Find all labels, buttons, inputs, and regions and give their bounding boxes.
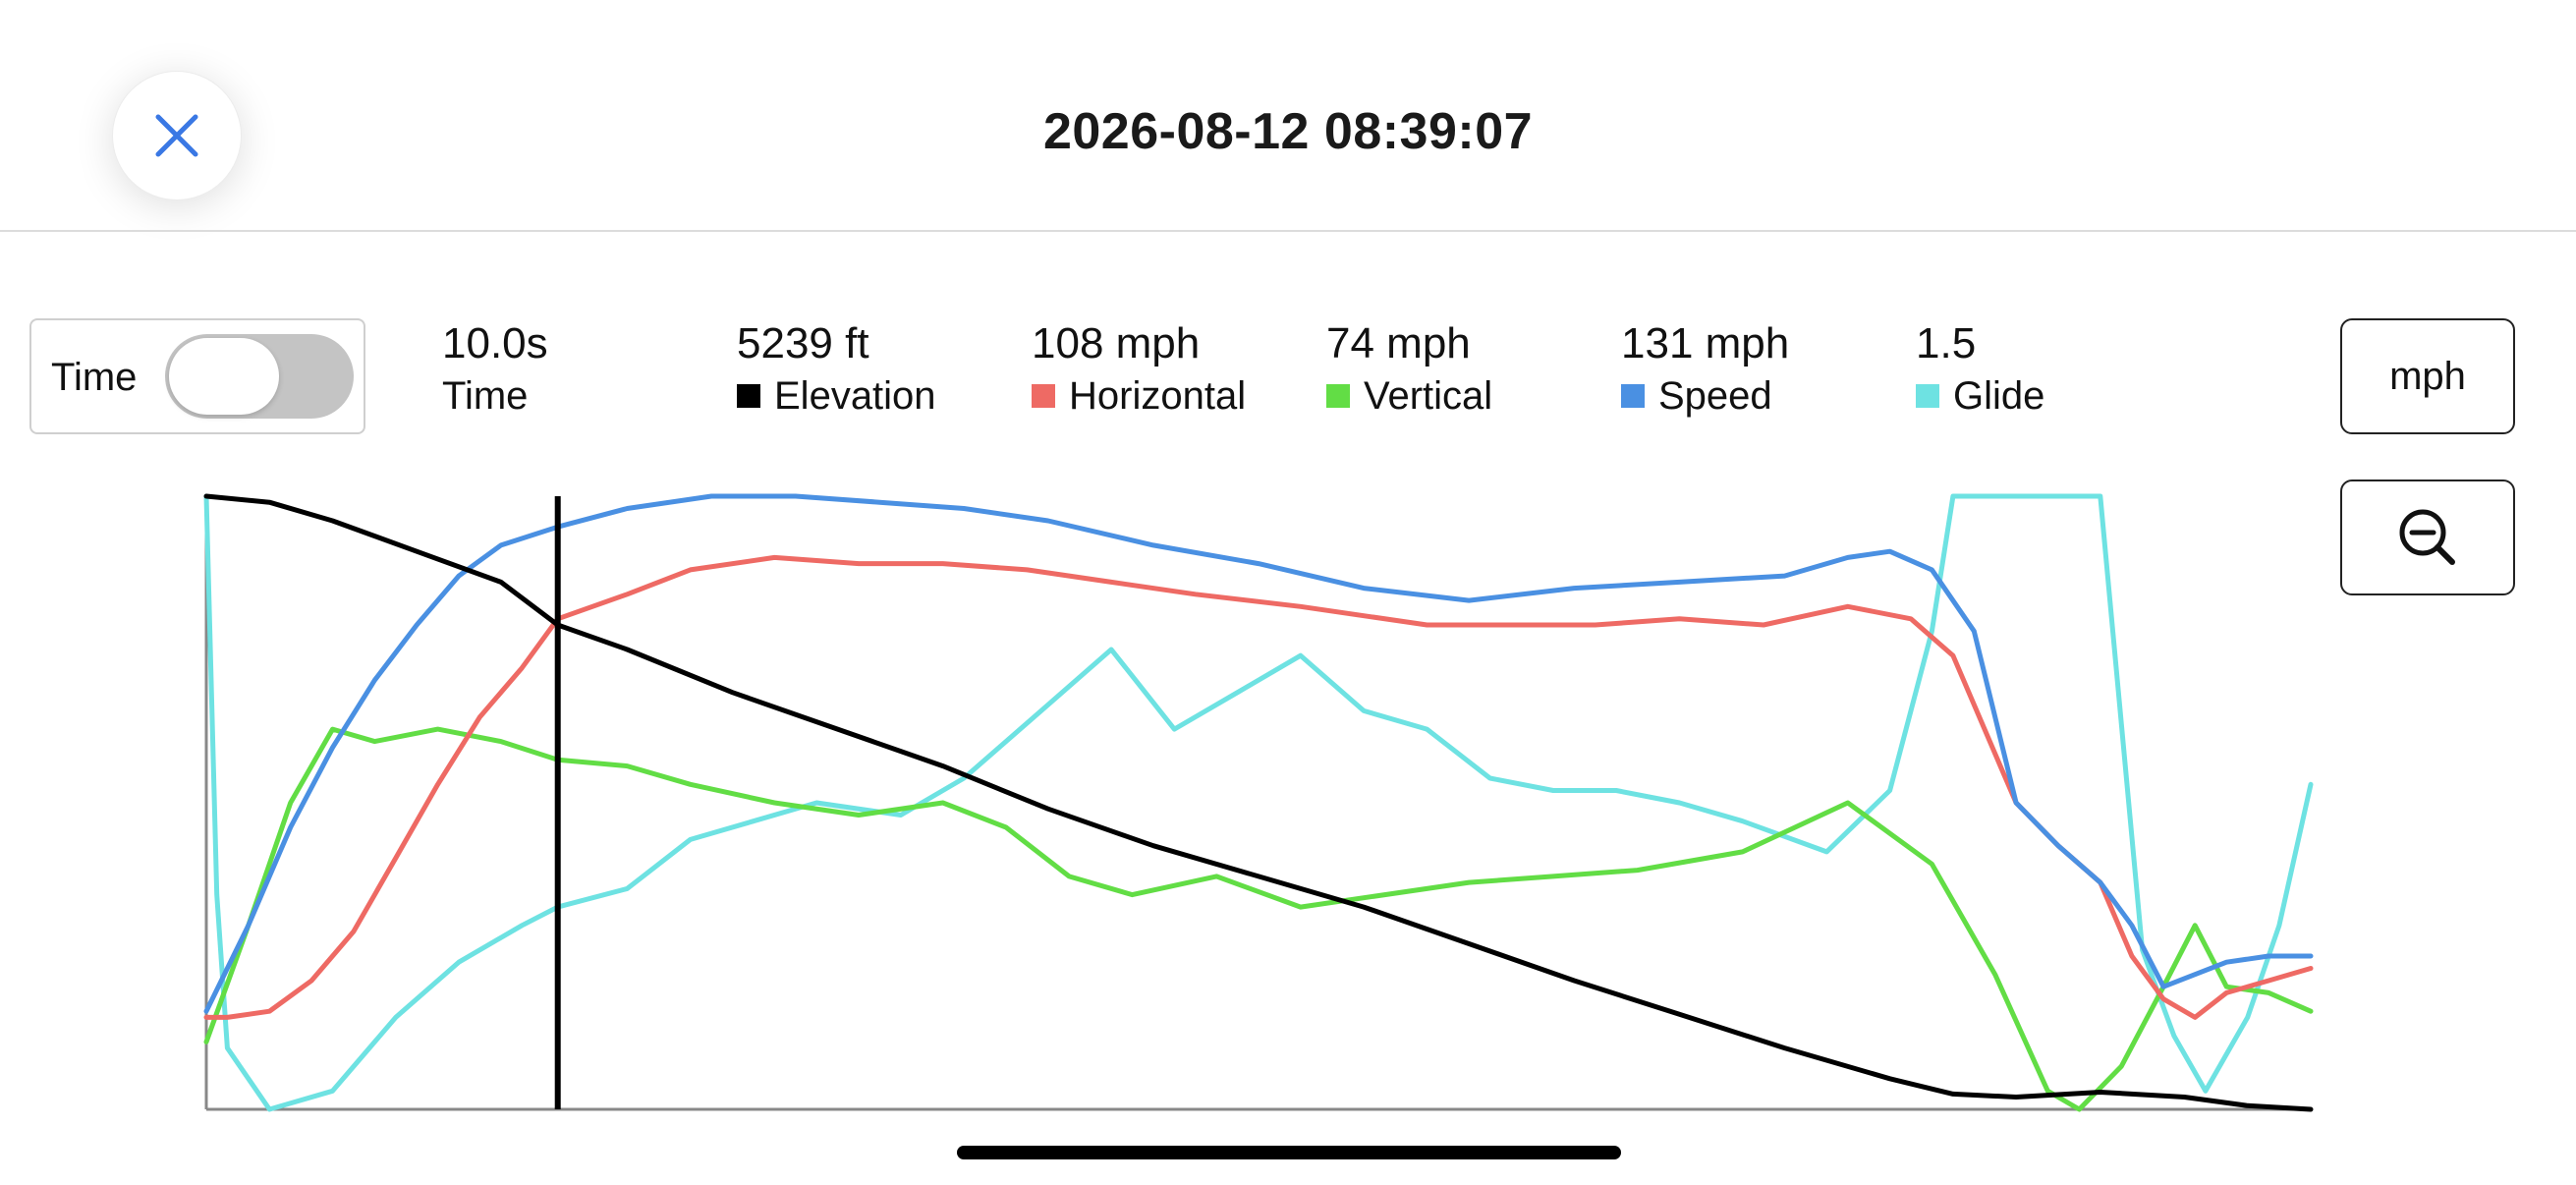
series-vertical bbox=[203, 726, 2314, 1112]
stat-glide: 1.5 Glide bbox=[1916, 316, 2044, 421]
series-horizontal bbox=[203, 554, 2314, 1020]
page-title: 2026-08-12 08:39:07 bbox=[1042, 103, 1534, 160]
stat-glide-value: 1.5 bbox=[1916, 319, 1977, 367]
stat-horizontal-value: 108 mph bbox=[1032, 319, 1201, 367]
header-divider bbox=[0, 230, 2576, 232]
legend-elevation-label: Elevation bbox=[774, 374, 936, 418]
zoom-out-icon bbox=[2399, 509, 2455, 565]
series-speed bbox=[203, 493, 2314, 1014]
toggle-knob bbox=[169, 338, 279, 415]
legend-speed: Speed bbox=[1621, 371, 1789, 421]
stat-vertical: 74 mph Vertical bbox=[1326, 316, 1492, 421]
stat-time-value: 10.0s bbox=[442, 319, 548, 367]
legend-vertical: Vertical bbox=[1326, 371, 1492, 421]
vertical-swatch-icon bbox=[1326, 384, 1350, 408]
legend-speed-label: Speed bbox=[1658, 374, 1772, 418]
units-button[interactable]: mph bbox=[2340, 318, 2515, 434]
stat-elevation-value: 5239 ft bbox=[737, 319, 869, 367]
stat-time: 10.0s Time bbox=[442, 316, 548, 421]
speed-swatch-icon bbox=[1621, 384, 1645, 408]
stat-time-label: Time bbox=[442, 374, 529, 418]
glide-swatch-icon bbox=[1916, 384, 1939, 408]
time-toggle-switch[interactable] bbox=[165, 334, 354, 419]
stat-elevation: 5239 ft Elevation bbox=[737, 316, 936, 421]
stat-speed: 131 mph Speed bbox=[1621, 316, 1789, 421]
legend-horizontal-label: Horizontal bbox=[1069, 374, 1247, 418]
legend-glide: Glide bbox=[1916, 371, 2044, 421]
legend-vertical-label: Vertical bbox=[1364, 374, 1493, 418]
series-glide bbox=[203, 493, 2314, 1112]
series-elevation bbox=[203, 493, 2314, 1112]
zoom-out-button[interactable] bbox=[2340, 480, 2515, 595]
close-icon bbox=[155, 114, 198, 157]
stat-vertical-value: 74 mph bbox=[1326, 319, 1471, 367]
time-toggle-group: Time bbox=[29, 318, 365, 434]
legend-glide-label: Glide bbox=[1953, 374, 2045, 418]
legend-elevation: Elevation bbox=[737, 371, 936, 421]
stat-horizontal: 108 mph Horizontal bbox=[1032, 316, 1246, 421]
stat-speed-value: 131 mph bbox=[1621, 319, 1790, 367]
elevation-swatch-icon bbox=[737, 384, 760, 408]
legend-horizontal: Horizontal bbox=[1032, 371, 1246, 421]
horizontal-swatch-icon bbox=[1032, 384, 1055, 408]
time-toggle-label: Time bbox=[51, 356, 138, 399]
home-indicator bbox=[957, 1146, 1621, 1159]
close-button[interactable] bbox=[112, 71, 242, 200]
